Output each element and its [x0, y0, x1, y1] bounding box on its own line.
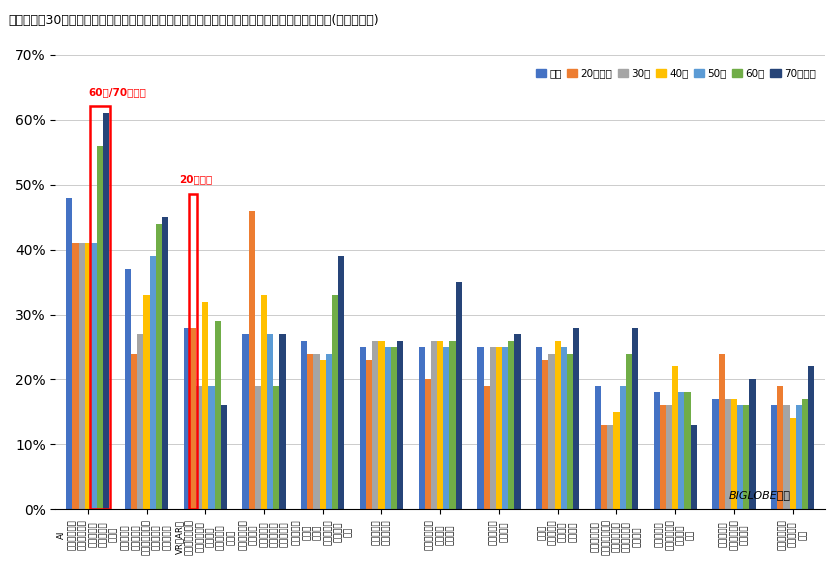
- Bar: [332, 295, 339, 510]
- Bar: [573, 328, 580, 510]
- Bar: [366, 360, 372, 510]
- Bar: [554, 340, 561, 510]
- Bar: [326, 353, 332, 510]
- Bar: [508, 340, 514, 510]
- Bar: [784, 405, 790, 510]
- Bar: [97, 146, 103, 510]
- Bar: [261, 295, 267, 510]
- Bar: [567, 353, 573, 510]
- Bar: [372, 340, 378, 510]
- Bar: [725, 399, 731, 510]
- Bar: [397, 340, 403, 510]
- Bar: [626, 353, 632, 510]
- Text: 60代/70代以上: 60代/70代以上: [88, 87, 146, 97]
- Bar: [743, 405, 749, 510]
- Bar: [690, 425, 697, 510]
- Bar: [632, 328, 638, 510]
- Bar: [496, 347, 502, 510]
- Bar: [273, 386, 280, 510]
- Bar: [678, 393, 685, 510]
- Bar: [307, 353, 313, 510]
- Bar: [125, 269, 131, 510]
- Bar: [144, 295, 150, 510]
- Bar: [431, 340, 437, 510]
- Bar: [607, 425, 613, 510]
- Bar: [659, 405, 666, 510]
- Bar: [320, 360, 326, 510]
- Bar: [196, 386, 202, 510]
- Bar: [437, 340, 444, 510]
- Bar: [672, 367, 678, 510]
- Bar: [385, 347, 391, 510]
- Bar: [601, 425, 607, 510]
- Bar: [103, 113, 109, 510]
- Bar: [255, 386, 261, 510]
- Bar: [66, 198, 72, 510]
- Text: 20代以下: 20代以下: [179, 174, 213, 185]
- Bar: [202, 302, 208, 510]
- Bar: [137, 334, 144, 510]
- Bar: [543, 360, 549, 510]
- Bar: [795, 405, 802, 510]
- Bar: [490, 347, 496, 510]
- Bar: [184, 328, 190, 510]
- Legend: 全体, 20代以下, 30代, 40代, 50代, 60代, 70代以上: 全体, 20代以下, 30代, 40代, 50代, 60代, 70代以上: [532, 64, 820, 83]
- Bar: [802, 399, 808, 510]
- Bar: [425, 380, 431, 510]
- Bar: [477, 347, 484, 510]
- Bar: [155, 223, 162, 510]
- Bar: [514, 334, 521, 510]
- Bar: [280, 334, 286, 510]
- Bar: [360, 347, 366, 510]
- Bar: [549, 353, 554, 510]
- Bar: [536, 347, 543, 510]
- Bar: [561, 347, 567, 510]
- Bar: [78, 243, 85, 510]
- Bar: [418, 347, 425, 510]
- Bar: [613, 412, 620, 510]
- Bar: [502, 347, 508, 510]
- Bar: [131, 353, 137, 510]
- Bar: [737, 405, 743, 510]
- Bar: [221, 405, 227, 510]
- Bar: [666, 405, 672, 510]
- Bar: [339, 256, 344, 510]
- Bar: [654, 393, 659, 510]
- Bar: [208, 386, 214, 510]
- Bar: [267, 334, 273, 510]
- Text: これからの30年でワクワクするテクノロジー／サービスの進歩を「すべて」教えてください。(複数選択可): これからの30年でワクワクするテクノロジー／サービスの進歩を「すべて」教えてくだ…: [8, 14, 379, 27]
- Bar: [162, 217, 168, 510]
- Bar: [712, 399, 718, 510]
- Bar: [749, 380, 755, 510]
- Bar: [620, 386, 626, 510]
- Bar: [449, 340, 455, 510]
- Bar: [595, 386, 601, 510]
- Bar: [90, 106, 110, 509]
- Bar: [189, 194, 197, 509]
- Bar: [391, 347, 397, 510]
- Bar: [731, 399, 737, 510]
- Bar: [190, 328, 196, 510]
- Bar: [249, 210, 255, 510]
- Bar: [378, 340, 385, 510]
- Bar: [214, 321, 221, 510]
- Bar: [718, 353, 725, 510]
- Bar: [444, 347, 449, 510]
- Bar: [150, 256, 155, 510]
- Text: BIGLOBE調べ: BIGLOBE調べ: [729, 490, 790, 500]
- Bar: [91, 243, 97, 510]
- Bar: [243, 334, 249, 510]
- Bar: [455, 282, 462, 510]
- Bar: [313, 353, 320, 510]
- Bar: [302, 340, 307, 510]
- Bar: [484, 386, 490, 510]
- Bar: [685, 393, 690, 510]
- Bar: [72, 243, 78, 510]
- Bar: [777, 386, 784, 510]
- Bar: [808, 367, 814, 510]
- Bar: [771, 405, 777, 510]
- Bar: [85, 243, 91, 510]
- Bar: [790, 418, 795, 510]
